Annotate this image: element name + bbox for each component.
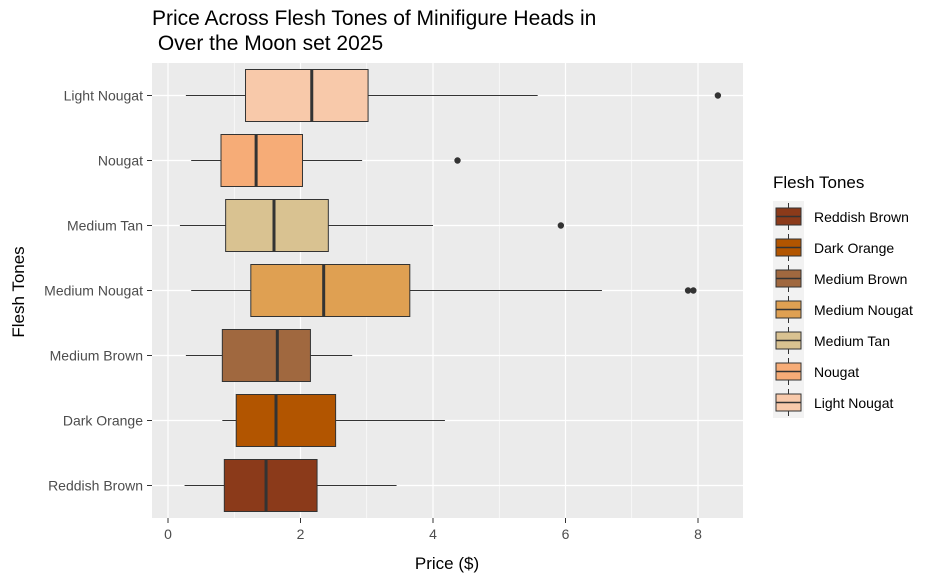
- legend-key: [773, 325, 804, 356]
- iqr-box: [220, 134, 303, 187]
- box-dark-orange: [222, 394, 445, 447]
- legend-key: [773, 294, 804, 325]
- box-medium-brown: [185, 329, 353, 382]
- x-axis-label: Price ($): [415, 554, 479, 573]
- legend-label: Reddish Brown: [814, 209, 909, 225]
- x-tick-label: 8: [694, 526, 702, 542]
- x-tick-label: 0: [164, 526, 172, 542]
- legend-label: Medium Tan: [814, 333, 890, 349]
- iqr-box: [235, 394, 337, 447]
- iqr-box: [223, 459, 318, 512]
- y-tick-label: Medium Nougat: [44, 283, 143, 299]
- box-nougat: [191, 134, 461, 187]
- iqr-box: [221, 329, 311, 382]
- legend-key: [773, 356, 804, 387]
- outlier-point: [557, 222, 565, 229]
- x-tick-label: 2: [297, 526, 305, 542]
- y-tick-label: Medium Brown: [50, 348, 143, 364]
- x-tick-label: 4: [429, 526, 437, 542]
- box-medium-tan: [179, 199, 565, 252]
- legend-label: Medium Brown: [814, 271, 907, 287]
- box-medium-nougat: [191, 264, 697, 317]
- y-tick-label: Dark Orange: [63, 413, 143, 429]
- box-reddish-brown: [184, 459, 397, 512]
- outlier-point: [684, 287, 692, 294]
- legend-key: [773, 201, 804, 232]
- iqr-box: [225, 199, 329, 252]
- x-axis: 0 2 4 6 8: [164, 518, 702, 542]
- legend-title: Flesh Tones: [773, 173, 864, 192]
- legend: Flesh Tones Reddish Brown Dark Orange Mediu…: [773, 173, 913, 418]
- legend-key: [773, 232, 804, 263]
- iqr-box: [250, 264, 411, 317]
- x-tick-label: 6: [562, 526, 570, 542]
- outlier-point: [714, 92, 722, 99]
- y-axis-label: Flesh Tones: [9, 246, 28, 337]
- legend-key: [773, 387, 804, 418]
- y-tick-label: Nougat: [98, 153, 143, 169]
- outlier-point: [454, 157, 461, 164]
- outlier-point: [690, 287, 697, 294]
- legend-key: [773, 263, 804, 294]
- chart-title: Price Across Flesh Tones of Minifigure H…: [152, 7, 597, 55]
- legend-label: Light Nougat: [814, 395, 894, 411]
- y-tick-label: Reddish Brown: [48, 478, 143, 494]
- y-tick-label: Medium Tan: [67, 218, 143, 234]
- y-tick-label: Light Nougat: [64, 88, 144, 104]
- y-axis: Reddish Brown Dark Orange Medium Brown Medi…: [44, 88, 152, 494]
- legend-label: Nougat: [814, 364, 859, 380]
- legend-label: Dark Orange: [814, 240, 894, 256]
- box-light-nougat: [185, 69, 722, 122]
- legend-label: Medium Nougat: [814, 302, 913, 318]
- boxplot-series: [179, 69, 722, 512]
- iqr-box: [245, 69, 369, 122]
